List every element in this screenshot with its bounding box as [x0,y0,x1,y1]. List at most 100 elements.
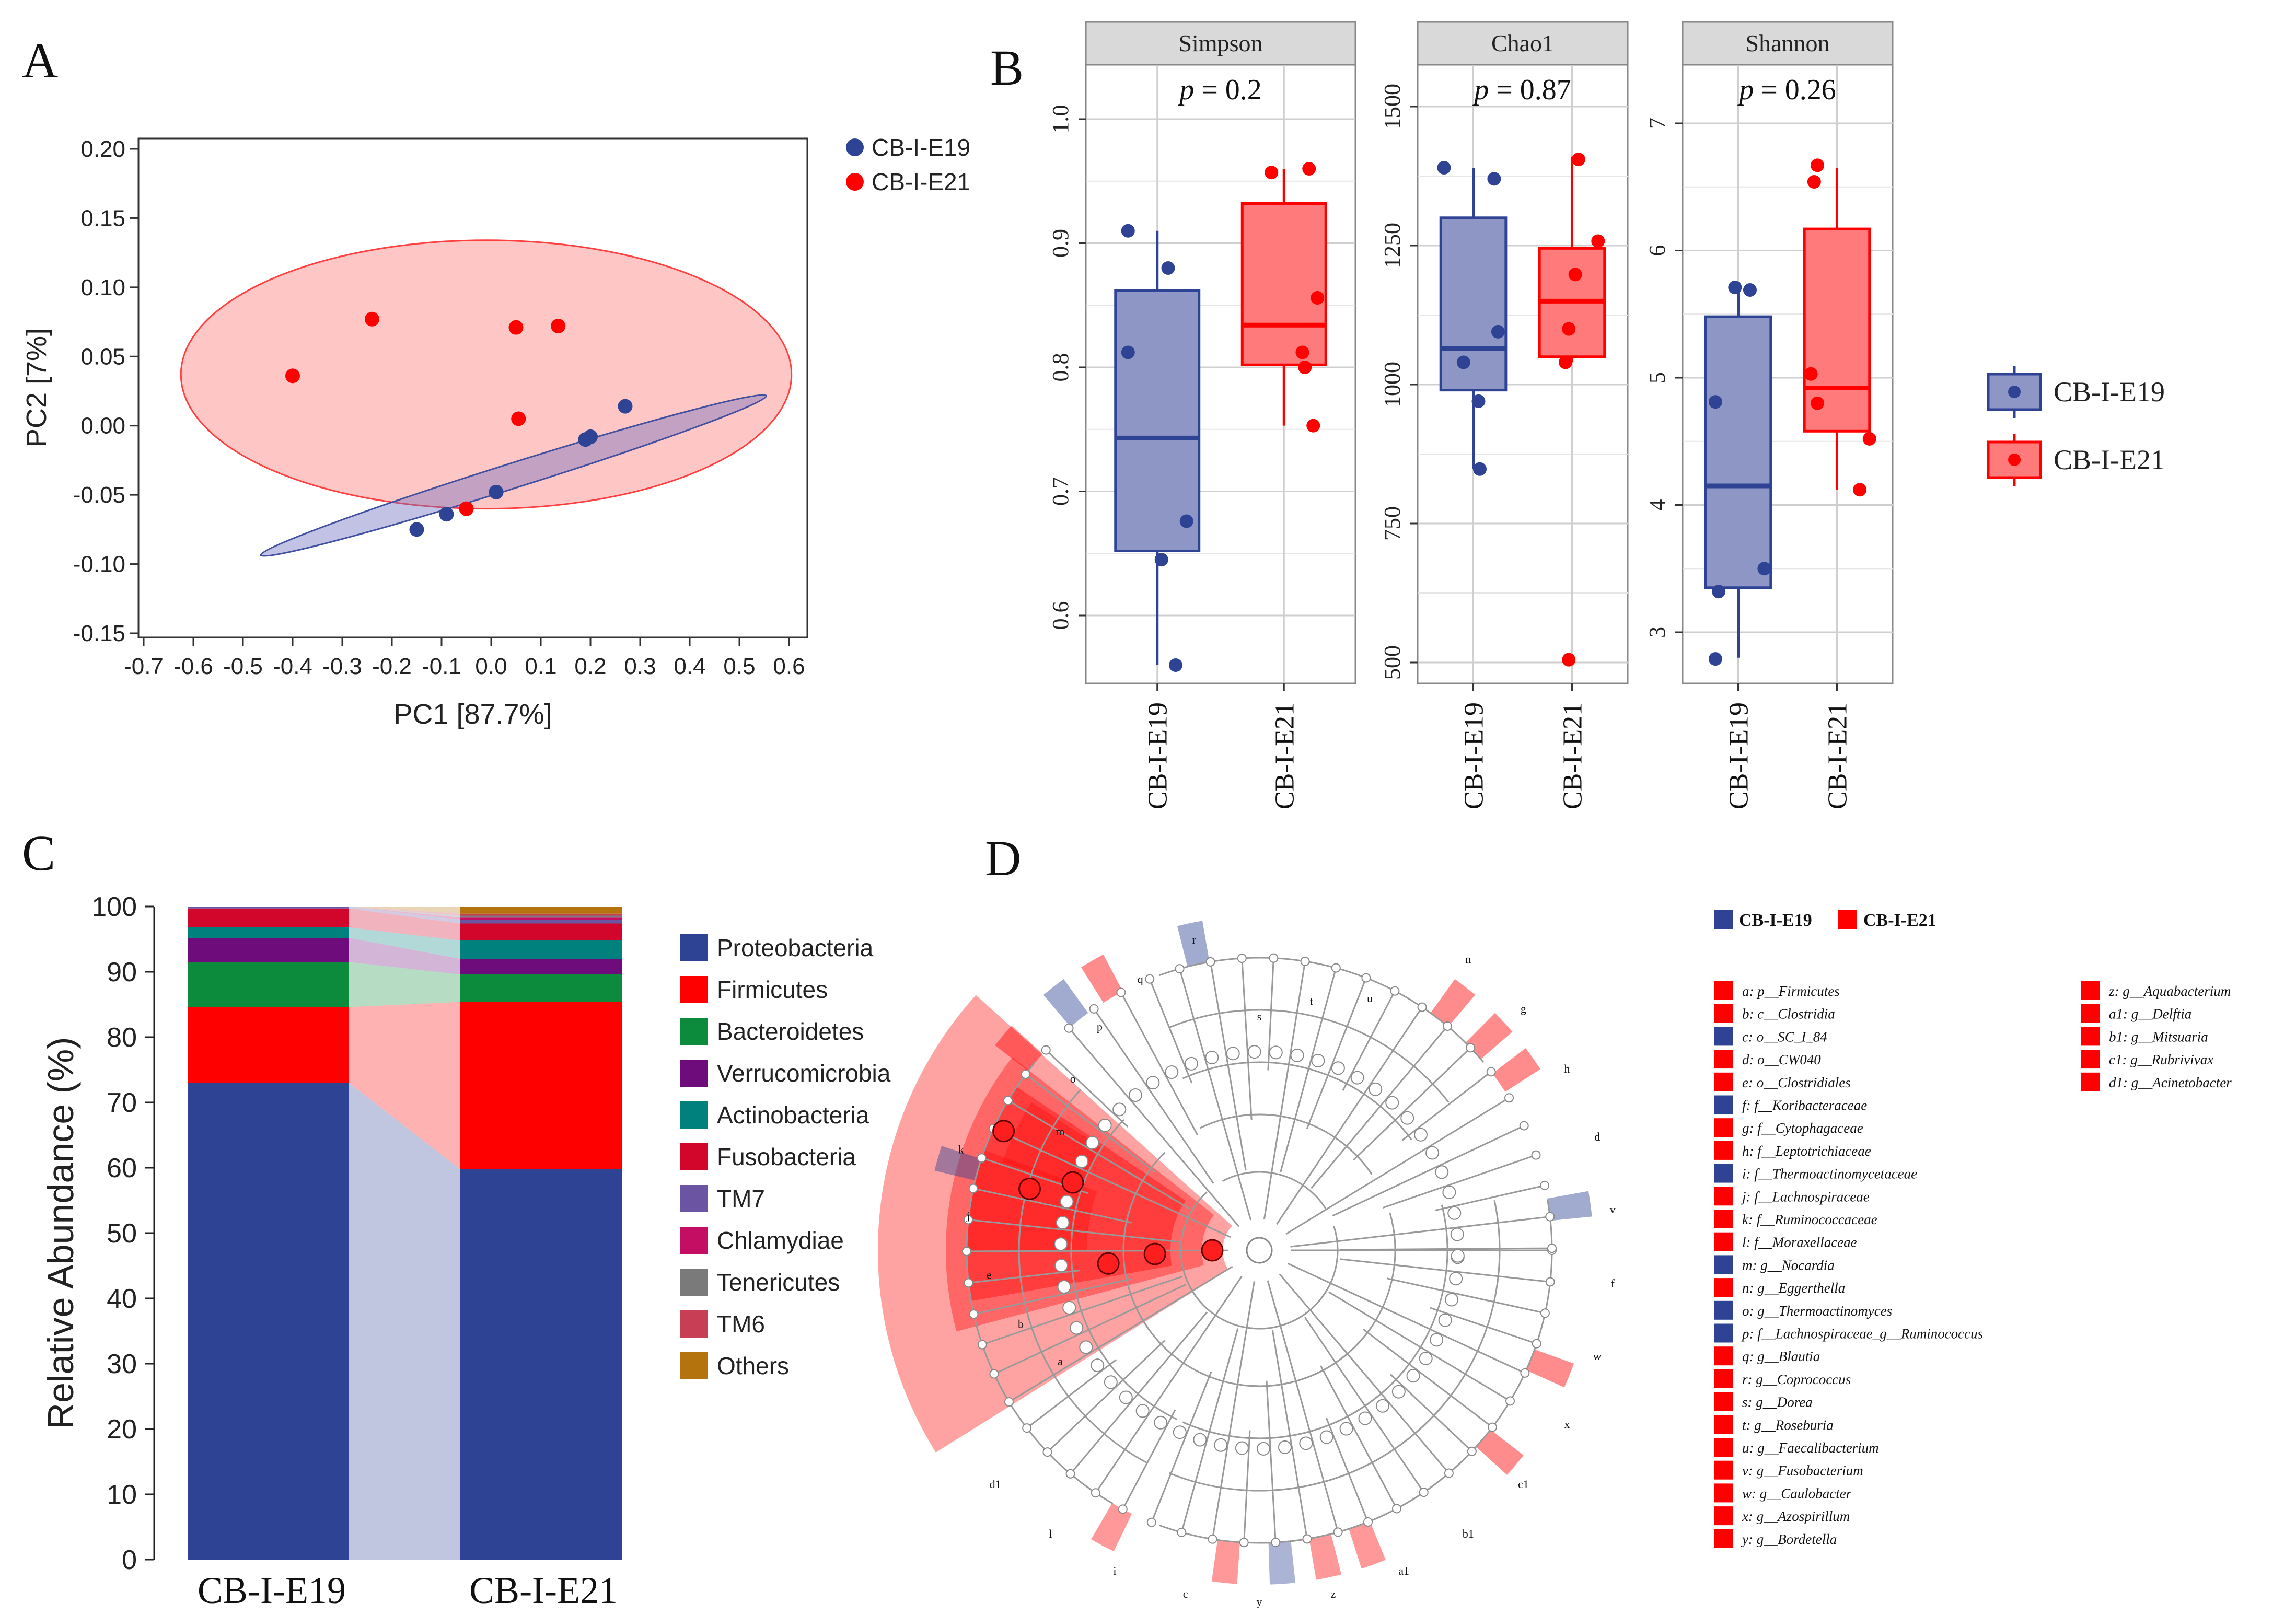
clade-leaf-node [1540,1180,1550,1190]
clade-group-legend: CB-I-E19 CB-I-E21 [1714,910,1936,930]
clade-branch [1211,1281,1255,1540]
bar-y-tick-label: 40 [107,1284,137,1314]
facet-y-tick-label: 0.8 [1048,353,1073,382]
clade-key-swatch [1714,1210,1733,1228]
box-point-e21 [1591,234,1605,248]
clade-branch [1095,1275,1243,1494]
bar-segment-e21 [460,1169,622,1560]
bar-segment-e19 [188,927,349,938]
clade-leaf-highlight [1526,1349,1574,1388]
clade-internal-node [1205,1050,1219,1064]
clade-leaf-node [1239,1538,1249,1548]
clade-leaf-node [1417,1002,1427,1012]
clade-key-swatch [1714,1506,1733,1526]
clade-leaf-label: v [1610,1203,1616,1216]
box-point-e21 [1571,153,1585,167]
clade-leaf-node [1390,986,1400,996]
clade-internal-node [1419,1351,1433,1365]
clade-leaf-node [1300,956,1310,966]
clade-leaf-node [964,1278,973,1288]
clade-leaf-node [1118,1504,1128,1514]
clade-leaf-node [1331,963,1341,973]
box-point-e19 [1161,261,1175,275]
facet-y-tick-label: 1500 [1379,84,1405,130]
clade-branch [1070,1311,1208,1474]
bar-y-tick-label: 10 [107,1480,137,1510]
box-legend-e19-label: CB-I-E19 [2054,376,2165,408]
clade-internal-node [1430,1333,1444,1347]
clade-branch [1311,1026,1448,1189]
clade-branch [993,1284,1187,1375]
clade-key-label: j: f__Lachnospiraceae [1741,1189,1870,1204]
clade-key-label: d: o__CW040 [1742,1052,1821,1067]
clade-internal-node [1135,1404,1150,1418]
clade-branch [1320,1365,1398,1509]
clade-key-swatch [1714,1346,1733,1366]
clade-leaf-highlight [1465,1013,1513,1060]
stack-connector-flows [349,907,460,1560]
facet-p-symbol: p [1177,74,1194,106]
phylum-legend-swatch [680,976,708,1003]
pcoa-x-tick-label: -0.4 [273,654,312,679]
clade-key-label: a: p__Firmicutes [1742,983,1840,999]
clade-key-swatch [1714,1141,1733,1160]
box-point-e21 [1862,432,1876,446]
clade-branch [1271,1330,1308,1539]
pcoa-point-e19 [583,429,598,444]
phylum-legend-label: Fusobacteria [717,1143,856,1170]
clade-branch [1389,1373,1472,1452]
clade-internal-node [1299,1436,1313,1450]
box-point-e21 [1298,361,1312,374]
phylum-legend-label: Actinobacteria [717,1101,869,1129]
bar-y-axis-label: Relative Abundance (%) [40,1037,81,1430]
clade-internal-node [1406,1369,1420,1383]
clade-key-label: n: g__Eggerthella [1742,1280,1845,1296]
clade-legend-e21-swatch [1838,910,1857,929]
clade-key-label: x: g__Azospirillum [1742,1508,1850,1524]
clade-branch [1045,1049,1129,1128]
clade-key-label: c1: g__Rubrivivax [2109,1052,2213,1067]
clade-biomarker-node [1143,1242,1166,1265]
pcoa-x-tick-label: -0.6 [173,654,213,679]
clade-branch [1243,1430,1251,1543]
clade-key-label: w: g__Caulobacter [1742,1485,1852,1501]
clade-arc [1245,1212,1396,1387]
clade-branch [1342,991,1396,1091]
clade-leaf-label: b [1018,1317,1024,1330]
clade-branch [1263,961,1306,1219]
clade-internal-node [1331,1061,1345,1075]
clade-leaf-node [1519,1121,1529,1131]
box-point-e21 [1311,291,1325,305]
phylum-legend-label: TM7 [717,1185,765,1212]
bar-y-tick-label: 100 [91,892,137,922]
clade-internal-node [1269,1045,1283,1060]
clade-key-swatch [2081,1004,2100,1023]
clade-leaf-highlight [1268,1541,1296,1585]
pcoa-x-tick-label: -0.3 [322,654,362,679]
clade-key-swatch [2081,1027,2100,1046]
pcoa-point-e21 [508,320,524,335]
pcoa-y-tick-label: 0.05 [80,344,125,369]
clade-internal-node [1339,1422,1353,1436]
clade-internal-node [1385,1096,1399,1110]
box-point-e19 [1121,224,1135,238]
clade-key-swatch [1714,1164,1733,1183]
phylum-legend-swatch [680,1352,708,1379]
clade-leaf-label: l [1049,1527,1052,1540]
clade-leaf-node [1531,1150,1541,1160]
facet-x-category-label: CB-I-E19 [1724,702,1754,809]
clade-leaf-node [1116,987,1126,997]
clade-leaf-label: s [1257,1010,1262,1023]
box-point-e21 [1306,419,1320,433]
facet-p-text: = 0.2 [1194,74,1262,106]
box-iqr [1704,315,1772,589]
facet-x-category-label: CB-I-E21 [1270,702,1300,809]
box-point-e19 [1708,395,1722,409]
box-point-e21 [1568,268,1582,282]
facet-y-tick-label: 3 [1644,626,1670,638]
clade-branch [1435,1184,1545,1212]
clade-key-swatch [1714,1050,1733,1069]
phylum-legend-label: Chlamydiae [717,1227,844,1254]
clade-arc [1248,1226,1339,1330]
clade-leaf-highlight [1476,1430,1524,1475]
